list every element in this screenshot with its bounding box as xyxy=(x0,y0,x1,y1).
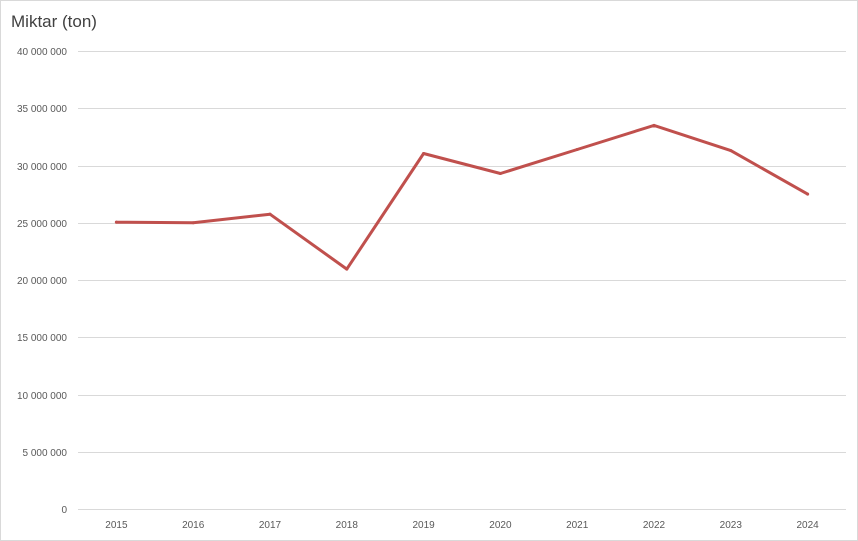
y-tick-label: 35 000 000 xyxy=(17,104,67,115)
x-axis-tick-labels: 2015 2016 2017 2018 2019 2020 2021 2022 2023 2024 xyxy=(105,520,819,531)
y-tick-label: 5 000 000 xyxy=(23,448,68,459)
y-tick-label: 20 000 000 xyxy=(17,276,67,287)
data-point xyxy=(345,267,349,271)
y-tick-label: 30 000 000 xyxy=(17,162,67,173)
data-point xyxy=(422,151,426,155)
data-point xyxy=(806,192,810,196)
x-tick-label: 2018 xyxy=(336,520,359,531)
data-point xyxy=(268,212,272,216)
data-point xyxy=(498,172,502,176)
x-tick-label: 2020 xyxy=(489,520,512,531)
data-point xyxy=(729,149,733,153)
y-tick-label: 0 xyxy=(61,505,67,516)
data-point xyxy=(114,220,118,224)
x-tick-label: 2019 xyxy=(412,520,435,531)
x-tick-label: 2015 xyxy=(105,520,128,531)
y-tick-label: 40 000 000 xyxy=(17,47,67,58)
series-line xyxy=(114,123,810,271)
x-tick-label: 2024 xyxy=(796,520,819,531)
series-layer xyxy=(114,123,810,271)
x-tick-label: 2021 xyxy=(566,520,589,531)
y-tick-label: 15 000 000 xyxy=(17,333,67,344)
data-point xyxy=(575,147,579,151)
y-axis-tick-labels: 0 5 000 000 10 000 000 15 000 000 20 000 000… xyxy=(17,47,68,516)
x-tick-label: 2017 xyxy=(259,520,282,531)
x-tick-label: 2023 xyxy=(720,520,743,531)
chart-title: Miktar (ton) xyxy=(11,12,97,31)
x-tick-label: 2022 xyxy=(643,520,666,531)
y-tick-label: 25 000 000 xyxy=(17,219,67,230)
data-point xyxy=(652,123,656,127)
y-tick-label: 10 000 000 xyxy=(17,391,67,402)
gridlines xyxy=(78,51,846,510)
x-tick-label: 2016 xyxy=(182,520,205,531)
data-point xyxy=(191,221,195,225)
